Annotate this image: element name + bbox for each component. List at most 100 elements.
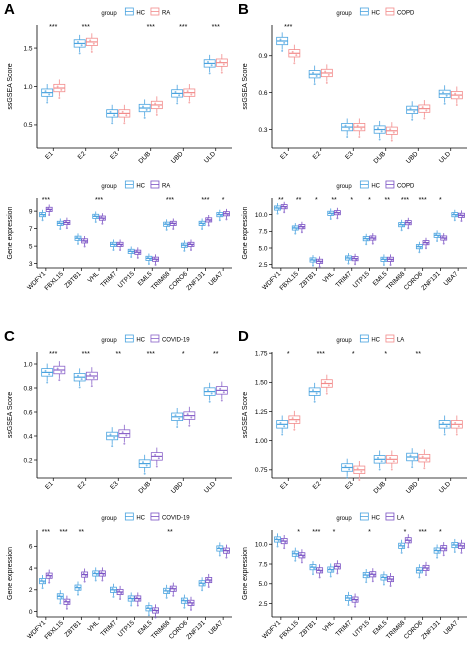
- outlier-point: [400, 229, 403, 232]
- data-point: [217, 212, 220, 215]
- data-point: [217, 546, 220, 549]
- outlier-point: [389, 263, 392, 266]
- significance-marker: ***: [212, 24, 220, 31]
- box-COPD-UBD: [418, 100, 431, 120]
- significance-marker: ***: [42, 529, 50, 536]
- significance-marker: ***: [419, 197, 427, 204]
- x-tick-label: UTP15: [117, 619, 137, 639]
- data-point: [166, 224, 169, 227]
- box-HC-FBXL15: [56, 218, 64, 231]
- data-point: [155, 610, 158, 613]
- data-point: [355, 258, 358, 261]
- data-point: [131, 251, 134, 254]
- significance-marker: *: [368, 529, 371, 536]
- outlier-point: [281, 433, 284, 436]
- box-HC-E2: [308, 65, 321, 86]
- legend: group HC RA: [101, 180, 170, 190]
- x-tick-label: UBA7: [208, 619, 225, 636]
- data-point: [390, 259, 393, 262]
- data-point: [311, 565, 314, 568]
- significance-marker: **: [213, 351, 219, 358]
- box-COVID-19-VHL: [98, 567, 106, 582]
- outlier-point: [83, 580, 86, 583]
- data-point: [392, 460, 395, 463]
- data-point: [283, 425, 286, 428]
- y-axis-label: ssGSEA Score: [7, 392, 14, 438]
- data-point: [445, 425, 448, 428]
- outlier-point: [336, 572, 339, 575]
- x-tick-label: DUB: [138, 480, 153, 495]
- x-tick-label: DUB: [373, 480, 388, 495]
- x-tick-label: DUB: [138, 150, 153, 165]
- box-COVID-19-FBXL15: [63, 595, 71, 610]
- box-COPD-DUB: [385, 122, 398, 142]
- x-tick-label: ZBTB1: [298, 270, 318, 290]
- x-tick-label: E3: [344, 480, 355, 491]
- data-point: [60, 223, 63, 226]
- data-point: [295, 420, 298, 423]
- data-point: [190, 416, 193, 419]
- data-point: [442, 421, 445, 424]
- outlier-point: [111, 445, 114, 448]
- box-HC-WDFY1: [39, 575, 46, 590]
- outlier-point: [58, 379, 61, 382]
- legend: group HC COVID-19: [101, 512, 190, 522]
- outlier-point: [400, 551, 403, 554]
- significance-marker: *: [368, 197, 371, 204]
- significance-marker: ***: [166, 197, 174, 204]
- box-COVID-19-UBD: [183, 406, 196, 427]
- data-point: [337, 566, 340, 569]
- outlier-point: [347, 262, 350, 265]
- box-HC-E3: [106, 427, 119, 448]
- outlier-point: [201, 228, 204, 231]
- outlier-point: [325, 392, 328, 395]
- data-point: [80, 378, 83, 381]
- outlier-point: [283, 547, 286, 550]
- data-point: [275, 537, 278, 540]
- data-point: [210, 64, 213, 67]
- data-point: [388, 257, 391, 260]
- y-tick-label: 0: [29, 609, 33, 616]
- legend-entry: HC: [371, 11, 380, 17]
- outlier-point: [225, 218, 228, 221]
- data-point: [313, 260, 316, 263]
- box-RA-ZNF131: [205, 214, 213, 227]
- outlier-point: [155, 113, 158, 116]
- outlier-point: [294, 232, 297, 235]
- data-point: [77, 374, 80, 377]
- data-point: [406, 220, 409, 223]
- box-COPD-E3: [353, 118, 366, 138]
- data-point: [164, 222, 167, 225]
- outlier-point: [443, 433, 446, 436]
- data-point: [425, 459, 428, 462]
- legend-title: group: [336, 11, 352, 17]
- box-COVID-19-E2: [85, 367, 98, 388]
- outlier-point: [143, 472, 146, 475]
- x-tick-label: UBA7: [443, 619, 460, 636]
- data-point: [328, 567, 331, 570]
- data-point: [452, 542, 455, 545]
- box-HC-ZBTB1: [309, 561, 317, 576]
- y-tick-label: 0.2: [23, 457, 32, 464]
- significance-marker: *: [222, 197, 225, 204]
- outlier-point: [112, 249, 115, 252]
- data-point: [226, 550, 229, 553]
- box-COVID-19-E3: [118, 424, 131, 445]
- box-COVID-19-ULD: [215, 381, 228, 402]
- data-point: [348, 127, 351, 130]
- outlier-point: [312, 264, 315, 267]
- x-tick-label: UBD: [405, 150, 420, 165]
- legend-title: group: [101, 338, 117, 344]
- x-tick-label: ZNF131: [185, 270, 207, 292]
- outlier-point: [313, 83, 316, 86]
- y-tick-label: 5: [29, 243, 33, 250]
- box-HC-UTP15: [127, 592, 135, 607]
- box-COVID-19-ZBTB1: [81, 568, 89, 583]
- outlier-point: [48, 214, 51, 217]
- x-tick-label: TRIM7: [99, 619, 118, 638]
- box-HC-CORO6: [180, 240, 188, 252]
- outlier-point: [83, 245, 86, 248]
